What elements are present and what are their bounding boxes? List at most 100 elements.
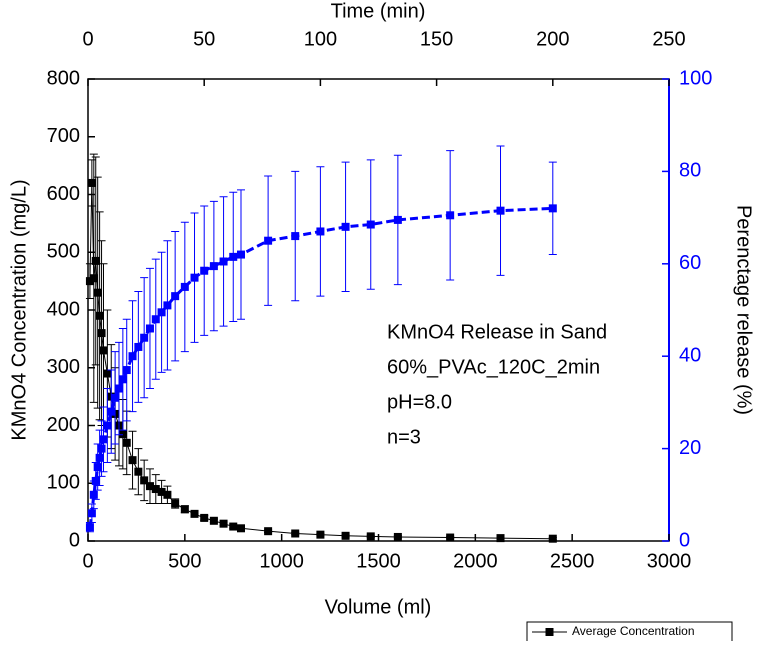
point	[128, 456, 137, 465]
point	[118, 430, 127, 439]
point	[157, 487, 166, 496]
point	[316, 530, 325, 539]
point	[163, 490, 172, 499]
point	[97, 329, 106, 338]
point	[219, 519, 228, 528]
y-tick-label: 600	[47, 183, 80, 205]
point	[171, 499, 180, 508]
point	[200, 266, 209, 275]
point	[200, 513, 209, 522]
point	[209, 262, 218, 271]
point	[145, 482, 154, 491]
point	[103, 369, 112, 378]
x2-tick-label: 200	[536, 28, 569, 50]
point	[496, 206, 505, 215]
point	[107, 407, 116, 416]
y-tick-label: 400	[47, 298, 80, 320]
point	[190, 273, 199, 282]
point	[122, 366, 131, 375]
annotation: pH=8.0	[387, 391, 452, 413]
point	[151, 315, 160, 324]
point	[496, 534, 505, 543]
y-tick-label: 100	[47, 472, 80, 494]
x2-tick-label: 100	[304, 28, 337, 50]
annotation: n=3	[387, 426, 421, 448]
point	[85, 523, 94, 532]
series-line	[88, 206, 553, 528]
point	[180, 282, 189, 291]
legend-label: Average Concentration	[572, 624, 695, 638]
point	[99, 346, 108, 355]
point	[209, 516, 218, 525]
point	[91, 476, 100, 485]
point	[171, 292, 180, 301]
y2-tick-label: 60	[679, 252, 701, 274]
point	[95, 311, 104, 320]
point	[291, 232, 300, 241]
point	[229, 252, 238, 261]
point	[93, 288, 102, 297]
x-tick-label: 2500	[550, 550, 595, 572]
point	[446, 211, 455, 220]
x-tick-label: 500	[168, 550, 201, 572]
legend-marker	[545, 628, 554, 636]
x-tick-label: 0	[82, 550, 93, 572]
x-tick-label: 1500	[356, 550, 401, 572]
point	[140, 333, 149, 342]
y-tick-label: 500	[47, 241, 80, 263]
point	[190, 509, 199, 518]
point	[151, 485, 160, 494]
point	[291, 529, 300, 538]
point	[134, 342, 143, 351]
point	[114, 384, 123, 393]
point	[128, 352, 137, 361]
point	[89, 490, 98, 499]
y2-tick-label: 0	[679, 529, 690, 551]
point	[140, 476, 149, 485]
point	[103, 421, 112, 430]
point	[548, 204, 557, 213]
point	[157, 308, 166, 317]
x-tick-label: 3000	[647, 550, 692, 572]
x-tick-label: 1000	[259, 550, 304, 572]
x2-tick-label: 250	[652, 28, 685, 50]
y-axis-label: KMnO4 Concentration (mg/L)	[8, 179, 30, 440]
y-tick-label: 200	[47, 414, 80, 436]
y-tick-label: 0	[69, 529, 80, 551]
annotation: 60%_PVAc_120C_2min	[387, 356, 600, 378]
point	[366, 220, 375, 229]
x2-tick-label: 0	[82, 28, 93, 50]
x-axis-label: Volume (ml)	[325, 596, 432, 618]
point	[229, 522, 238, 531]
point	[118, 375, 127, 384]
point	[341, 222, 350, 231]
point	[393, 532, 402, 541]
point	[446, 533, 455, 542]
y-tick-label: 700	[47, 125, 80, 147]
point	[264, 236, 273, 245]
point	[163, 301, 172, 310]
y2-tick-label: 20	[679, 437, 701, 459]
point	[236, 524, 245, 533]
point	[87, 509, 96, 518]
point	[316, 227, 325, 236]
x2-axis-label: Time (min)	[331, 0, 426, 22]
x2-tick-label: 50	[193, 28, 215, 50]
point	[366, 532, 375, 541]
x-tick-label: 2000	[453, 550, 498, 572]
point	[87, 178, 96, 187]
point	[111, 393, 120, 402]
point	[91, 256, 100, 265]
y2-tick-label: 100	[679, 67, 712, 89]
point	[236, 250, 245, 259]
y2-tick-label: 40	[679, 344, 701, 366]
point	[122, 438, 131, 447]
point	[134, 467, 143, 476]
y-tick-label: 800	[47, 67, 80, 89]
point	[93, 463, 102, 472]
point	[180, 505, 189, 514]
point	[95, 453, 104, 462]
point	[99, 435, 108, 444]
point	[145, 324, 154, 333]
